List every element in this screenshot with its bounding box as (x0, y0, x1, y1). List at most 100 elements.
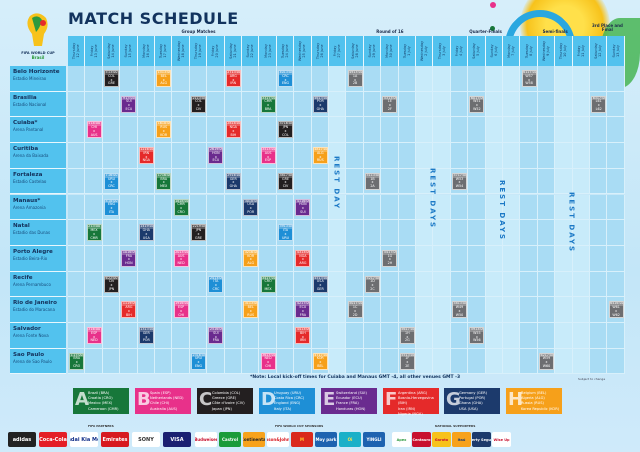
match-card[interactable]: 37 16:00 JPN x COL (278, 121, 293, 139)
match-home-team: ECU (299, 305, 307, 310)
match-card[interactable]: 11 19:00 ARG x BIH (121, 301, 137, 319)
match-card[interactable]: 12 16:00 IRN x NGA (138, 147, 154, 165)
match-card[interactable]: 57 17:00 W53 x W54 (452, 172, 467, 190)
match-card[interactable]: 8 18:00 ENG x ITA (104, 198, 119, 216)
schedule-cell (329, 220, 347, 246)
sponsor-logo-garoto[interactable]: Garoto (432, 432, 451, 447)
match-card[interactable]: 17 16:00 BRA x MEX (156, 172, 172, 190)
match-home-team: CMR (264, 99, 272, 104)
match-card[interactable]: 51 13:00 1B x 2A (365, 172, 380, 190)
match-card[interactable]: 36 13:00 NED x CHI (260, 352, 276, 370)
match-card[interactable]: 46 13:00 POR x GHA (312, 95, 328, 113)
match-card[interactable]: 52 17:00 1D x 2C (365, 275, 380, 293)
match-number: 61 (523, 70, 528, 74)
sponsor-logo-m[interactable]: M (291, 432, 313, 447)
match-card[interactable]: 63 17:00 L61 x L62 (591, 95, 607, 113)
match-card[interactable]: 21 13:00 COL x CIV (191, 95, 206, 113)
sponsor-logo-coca-cola[interactable]: Coca-Cola (39, 432, 67, 447)
match-header: 21 13:00 (192, 96, 205, 101)
sponsor-logo-centauro[interactable]: Centauro (412, 432, 431, 447)
match-card[interactable]: 9 13:00 SUI x ECU (121, 95, 137, 113)
schedule-cell (329, 194, 347, 221)
match-card[interactable]: 22 19:00 JPN x GRE (191, 224, 206, 242)
match-card[interactable]: 53 13:00 1E x 2F (382, 95, 398, 113)
match-card[interactable]: 25 16:00 SUI x FRA (208, 327, 224, 344)
match-card[interactable]: 1 17:00 BRA x CRO (69, 352, 85, 370)
match-card[interactable]: 14 19:00 GHA x USA (138, 224, 154, 242)
match-card[interactable]: 19 16:00 ESP x CHI (173, 301, 189, 319)
match-card[interactable]: 31 13:00 BEL x RUS (243, 301, 259, 319)
match-card[interactable]: 6 22:00 CIV x JPN (104, 275, 119, 293)
match-card[interactable]: 16 18:00 RUS x KOR (156, 121, 172, 139)
match-card[interactable]: 50 17:00 1C x 2D (347, 301, 363, 319)
match-card[interactable]: 62 17:00 W59 x W60 (539, 352, 554, 370)
match-card[interactable]: 45 13:00 USA x GER (312, 275, 328, 293)
match-card[interactable]: 44 13:00 BIH x IRN (295, 327, 311, 344)
sponsor-logo-adidas[interactable]: adidas (8, 432, 36, 447)
sponsor-logo-hyundai-kia-motors[interactable]: Hyundai Kia Motors (70, 432, 98, 447)
sponsor-logo-visa[interactable]: VISA (163, 432, 191, 447)
match-card[interactable]: 56 17:00 1H x 2G (399, 327, 415, 344)
sponsor-logo-sony[interactable]: SONY (132, 432, 160, 447)
match-card[interactable]: 41 16:00 HON x SUI (295, 198, 311, 216)
match-card[interactable]: 13 13:00 GER x POR (138, 327, 154, 344)
match-home-team: 1G (387, 253, 393, 258)
sponsor-logo-yingli[interactable]: YINGLI (363, 432, 385, 447)
match-card[interactable]: 48 17:00 ALG x RUS (312, 147, 328, 165)
match-card[interactable]: 43 13:00 NGA x ARG (295, 249, 311, 267)
match-card[interactable]: 47 17:00 KOR x BEL (312, 352, 328, 370)
stage-label: Semi-finals (542, 29, 568, 34)
match-card[interactable]: 49 13:00 1A x 2B (347, 70, 363, 87)
match-card[interactable]: 7 16:00 URU x CRC (104, 172, 119, 190)
match-card[interactable]: 42 17:00 ECU x FRA (295, 301, 311, 319)
match-card[interactable]: 23 16:00 URU x ENG (191, 352, 206, 370)
day-header: Tuesday 1 July (398, 36, 416, 66)
match-card[interactable]: 39 13:00 ITA x URU (278, 224, 293, 242)
sponsor-logo-johnson-johnson[interactable]: Johnson&Johnson (267, 432, 289, 447)
match-card[interactable]: 20 13:00 AUS x NED (173, 249, 189, 267)
sponsor-logo-wise-up[interactable]: Wise Up (492, 432, 511, 447)
match-card[interactable]: 64 16:00 W61 x W62 (608, 301, 624, 319)
sponsor-logo-castrol[interactable]: Castrol (219, 432, 241, 447)
match-card[interactable]: 3 16:00 ESP x NED (86, 327, 102, 344)
match-card[interactable]: 60 17:00 W51 x W52 (469, 95, 485, 113)
match-away-team: W62 (612, 312, 620, 317)
match-card[interactable]: 26 19:00 HON x ECU (208, 147, 224, 165)
match-number: 39 (279, 224, 284, 229)
match-card[interactable]: 5 13:00 COL x GRE (104, 70, 119, 87)
match-card[interactable]: 38 17:00 GRE x CIV (278, 172, 293, 190)
match-card[interactable]: 15 13:00 BEL x ALG (156, 70, 172, 87)
match-card[interactable]: 30 18:00 USA x POR (243, 198, 259, 216)
match-card[interactable]: 32 16:00 KOR x ALG (243, 249, 259, 267)
match-number: 63 (592, 95, 597, 100)
match-card[interactable]: 18 18:00 CMR x CRO (173, 198, 189, 216)
sponsor-logo-emirates[interactable]: Emirates (101, 432, 129, 447)
sponsor-logo-budweiser[interactable]: Budweiser (195, 432, 217, 447)
match-card[interactable]: 29 16:00 GER x GHA (225, 172, 241, 190)
schedule-cell (259, 220, 277, 246)
match-card[interactable]: 10 16:00 FRA x HON (121, 249, 137, 267)
sponsor-logo-liberty-seguros[interactable]: Liberty Seguros (472, 432, 491, 447)
match-card[interactable]: 61 17:00 W57 x W58 (521, 70, 537, 87)
match-card[interactable]: 2 13:00 MEX x CMR (86, 224, 102, 242)
match-card[interactable]: 54 17:00 1G x 2H (382, 249, 398, 267)
match-card[interactable]: 35 13:00 AUS x ESP (260, 147, 276, 165)
match-card[interactable]: 59 13:00 W55 x W56 (469, 327, 485, 344)
match-card[interactable]: 24 13:00 ITA x CRC (208, 275, 224, 293)
sponsor-logo-ita-[interactable]: Itaú (452, 432, 471, 447)
match-card[interactable]: 40 13:00 CRC x ENG (278, 70, 293, 87)
sponsor-logo-oi[interactable]: Oi (339, 432, 361, 447)
match-card[interactable]: 55 13:00 1F x 2E (399, 352, 415, 370)
match-card[interactable]: 58 13:00 W49 x W50 (452, 301, 467, 319)
match-card[interactable]: 34 17:00 CRO x MEX (260, 275, 276, 293)
match-card[interactable]: 4 18:00 CHI x AUS (86, 121, 102, 139)
schedule-cell (450, 117, 469, 144)
sponsor-logo-apex[interactable]: Apex (392, 432, 411, 447)
city-row-header: Manaus* Arena Amazonia (10, 194, 66, 221)
match-card[interactable]: 27 13:00 ARG x IRN (225, 70, 241, 87)
sponsor-logo-moy-park[interactable]: Moy park (315, 432, 337, 447)
sponsor-logo-continental[interactable]: Continental (243, 432, 265, 447)
match-card[interactable]: 28 18:00 NGA x BIH (225, 121, 241, 139)
match-card[interactable]: 33 17:00 CMR x BRA (260, 95, 276, 113)
schedule-cell (555, 245, 573, 272)
